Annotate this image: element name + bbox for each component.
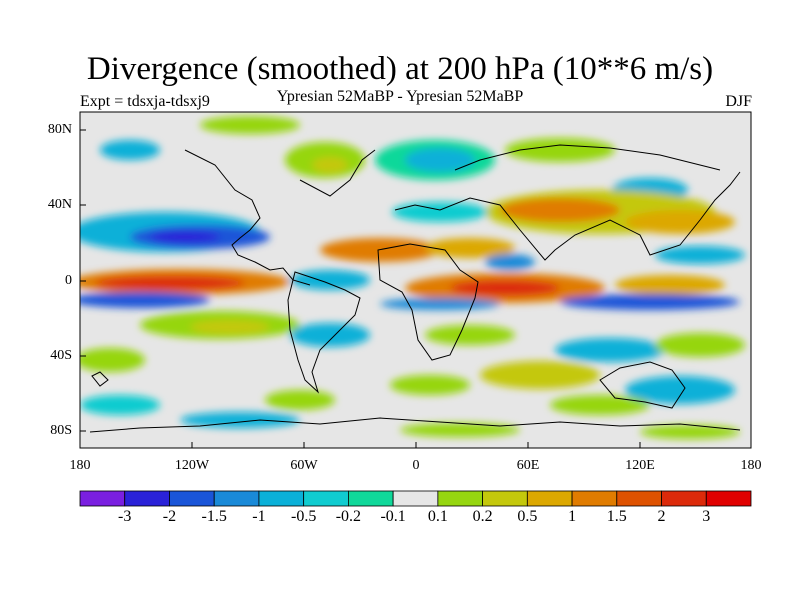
- colorbar-swatch: [661, 490, 707, 507]
- colorbar-label: 1: [568, 508, 577, 525]
- colorbar-label: -2: [162, 508, 177, 525]
- lat-label-80n: 80N: [47, 122, 72, 137]
- coastline-antarctica: [89, 417, 741, 433]
- lon-label-60e: 60E: [516, 458, 540, 473]
- region: [80, 395, 160, 415]
- colorbar-swatch: [705, 490, 752, 507]
- colorbar-label: -3: [118, 508, 132, 525]
- colorbar-label: -1: [252, 508, 266, 525]
- coastline-africa: [377, 243, 479, 361]
- lon-label-120e: 120E: [625, 458, 655, 473]
- coastline-australia: [599, 361, 686, 409]
- colorbar-swatch: [392, 490, 439, 507]
- region: [555, 338, 665, 362]
- coastline-south-america: [287, 271, 361, 394]
- colorbar-swatch: [616, 490, 662, 507]
- region: [200, 116, 300, 134]
- colorbar-swatch: [258, 490, 305, 507]
- plot-title: Divergence (smoothed) at 200 hPa (10**6 …: [86, 51, 714, 87]
- colorbar-label: 0.1: [427, 508, 448, 525]
- region: [425, 325, 515, 345]
- lon-label-120w: 120W: [174, 458, 210, 473]
- colorbar-swatch: [169, 490, 215, 507]
- region: [500, 198, 620, 222]
- region: [655, 333, 745, 357]
- coastlines: [89, 144, 741, 433]
- plot-subtitle: Ypresian 52MaBP - Ypresian 52MaBP: [276, 88, 524, 105]
- region: [290, 270, 370, 290]
- region: [625, 376, 735, 404]
- experiment-label: Expt = tdsxja-tdsxj9: [80, 93, 210, 110]
- colorbar-label: -0.2: [335, 508, 362, 525]
- lon-label-60w: 60W: [290, 458, 318, 473]
- colorbar-swatch: [571, 490, 618, 507]
- region: [640, 425, 740, 439]
- colorbar-label: -0.5: [290, 508, 317, 525]
- region: [405, 148, 475, 172]
- colorbar-label: -0.1: [380, 508, 406, 525]
- region: [312, 157, 348, 173]
- colorbar-swatch: [79, 490, 126, 507]
- lon-label-180e: 180: [740, 458, 762, 473]
- lat-label-0: 0: [65, 273, 72, 288]
- lat-label-40s: 40S: [50, 348, 72, 363]
- region: [265, 390, 335, 410]
- region: [625, 210, 735, 234]
- colorbar-swatch: [347, 490, 394, 507]
- region: [550, 395, 650, 415]
- region: [400, 423, 520, 437]
- colorbar-label: 0.5: [517, 508, 538, 525]
- lat-label-40n: 40N: [47, 197, 72, 212]
- region: [95, 276, 245, 290]
- colorbar-swatch: [303, 490, 349, 507]
- colorbar-label: 2: [657, 508, 666, 525]
- lon-label-0: 0: [412, 458, 420, 473]
- region: [615, 275, 725, 295]
- colorbar-swatch: [437, 490, 484, 507]
- region: [180, 412, 300, 428]
- region: [450, 280, 560, 296]
- colorbar-label: 1.5: [606, 508, 627, 525]
- coastline-pacific-islands: [91, 371, 109, 387]
- colorbar-swatch: [526, 490, 573, 507]
- region: [392, 202, 488, 222]
- region: [390, 375, 470, 395]
- colorbar-label: -1.5: [201, 508, 227, 525]
- region: [480, 361, 600, 389]
- region: [380, 298, 500, 310]
- lat-label-80s: 80S: [50, 423, 72, 438]
- region: [290, 323, 370, 347]
- coastline-eurasia: [394, 144, 741, 261]
- region: [485, 254, 535, 270]
- region: [560, 294, 740, 310]
- region: [80, 292, 210, 308]
- colorbar-swatch: [124, 490, 170, 507]
- season-label: DJF: [725, 93, 752, 110]
- coastline-north-america: [184, 149, 376, 286]
- colorbar: [79, 490, 752, 507]
- colorbar-swatch: [213, 490, 260, 507]
- region: [505, 138, 615, 162]
- region: [190, 320, 270, 334]
- colorbar-label: 0.2: [472, 508, 493, 525]
- colorbar-swatch: [482, 490, 528, 507]
- region: [655, 246, 745, 264]
- region: [150, 231, 220, 243]
- axis-ticks: [79, 129, 752, 448]
- region: [80, 348, 145, 372]
- region: [100, 140, 160, 160]
- lon-label-180w: 180: [69, 458, 91, 473]
- contour-field: [80, 112, 751, 448]
- colorbar-label: 3: [702, 508, 711, 525]
